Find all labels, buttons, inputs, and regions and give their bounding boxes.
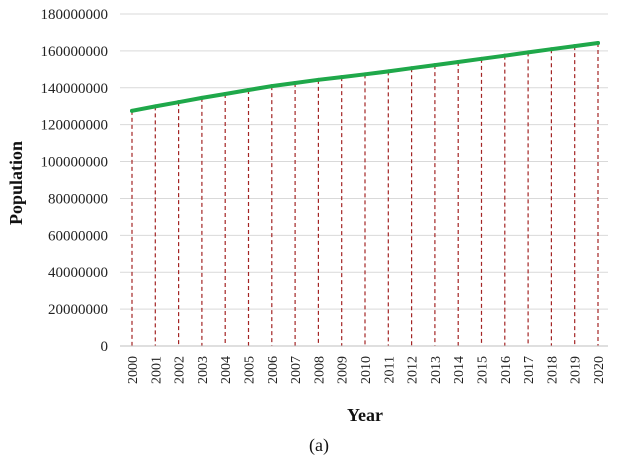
data-point (293, 80, 298, 85)
y-tick-label: 60000000 (48, 228, 108, 244)
data-point (269, 84, 274, 89)
y-tick-label: 140000000 (41, 81, 109, 97)
data-point (526, 50, 531, 55)
x-tick-label: 2005 (243, 356, 258, 384)
y-tick-label: 100000000 (41, 155, 109, 171)
x-tick-label: 2000 (126, 356, 141, 384)
data-point (456, 59, 461, 64)
x-tick-label: 2016 (499, 356, 514, 384)
x-tick-label: 2011 (382, 356, 397, 383)
data-point (549, 47, 554, 52)
x-tick-label: 2018 (545, 356, 560, 384)
y-tick-label: 0 (101, 339, 109, 355)
data-point (316, 77, 321, 82)
data-point (386, 69, 391, 74)
data-point (199, 95, 204, 100)
data-point (432, 63, 437, 68)
data-point (176, 100, 181, 105)
x-tick-label: 2010 (359, 356, 374, 384)
x-tick-label: 2008 (312, 356, 327, 384)
y-axis-title: Population (6, 141, 26, 225)
data-point (502, 53, 507, 58)
x-tick-label: 2015 (476, 356, 491, 384)
x-tick-label: 2013 (429, 356, 444, 384)
y-tick-label: 180000000 (41, 7, 109, 23)
x-tick-labels: 2000 2001 2002 2003 2004 2005 2006 2007 2008 2009… (126, 356, 607, 384)
figure-caption: (a) (309, 435, 329, 456)
data-point (130, 108, 134, 113)
data-point (363, 72, 367, 77)
data-point (339, 75, 344, 80)
data-point (246, 87, 251, 92)
y-tick-label: 20000000 (48, 302, 108, 318)
y-tick-label: 40000000 (48, 265, 108, 281)
x-tick-label: 2012 (406, 356, 421, 384)
x-tick-label: 2006 (266, 356, 281, 384)
x-tick-label: 2002 (173, 356, 188, 384)
drop-lines (131, 42, 599, 346)
x-axis-title: Year (347, 405, 383, 425)
x-tick-label: 2017 (522, 356, 537, 384)
grid-lines (120, 13, 608, 310)
x-tick-label: 2007 (289, 356, 304, 384)
data-point (479, 56, 484, 61)
data-point (223, 92, 228, 97)
x-tick-label: 2014 (452, 356, 467, 384)
series-line-layer (130, 40, 600, 113)
data-point (153, 104, 158, 109)
y-tick-label: 80000000 (48, 191, 108, 207)
data-point (572, 44, 577, 49)
y-tick-label: 160000000 (41, 44, 109, 60)
x-tick-label: 2003 (196, 356, 211, 384)
x-tick-label: 2020 (592, 356, 607, 384)
y-tick-label: 120000000 (41, 118, 109, 134)
data-point (409, 66, 414, 71)
x-tick-label: 2004 (219, 356, 234, 384)
y-tick-labels: 0 20000000 40000000 60000000 80000000 1000000… (41, 7, 109, 355)
x-tick-label: 2009 (336, 356, 351, 384)
data-point (596, 40, 600, 45)
x-tick-label: 2001 (149, 356, 164, 384)
x-tick-label: 2019 (569, 356, 584, 384)
